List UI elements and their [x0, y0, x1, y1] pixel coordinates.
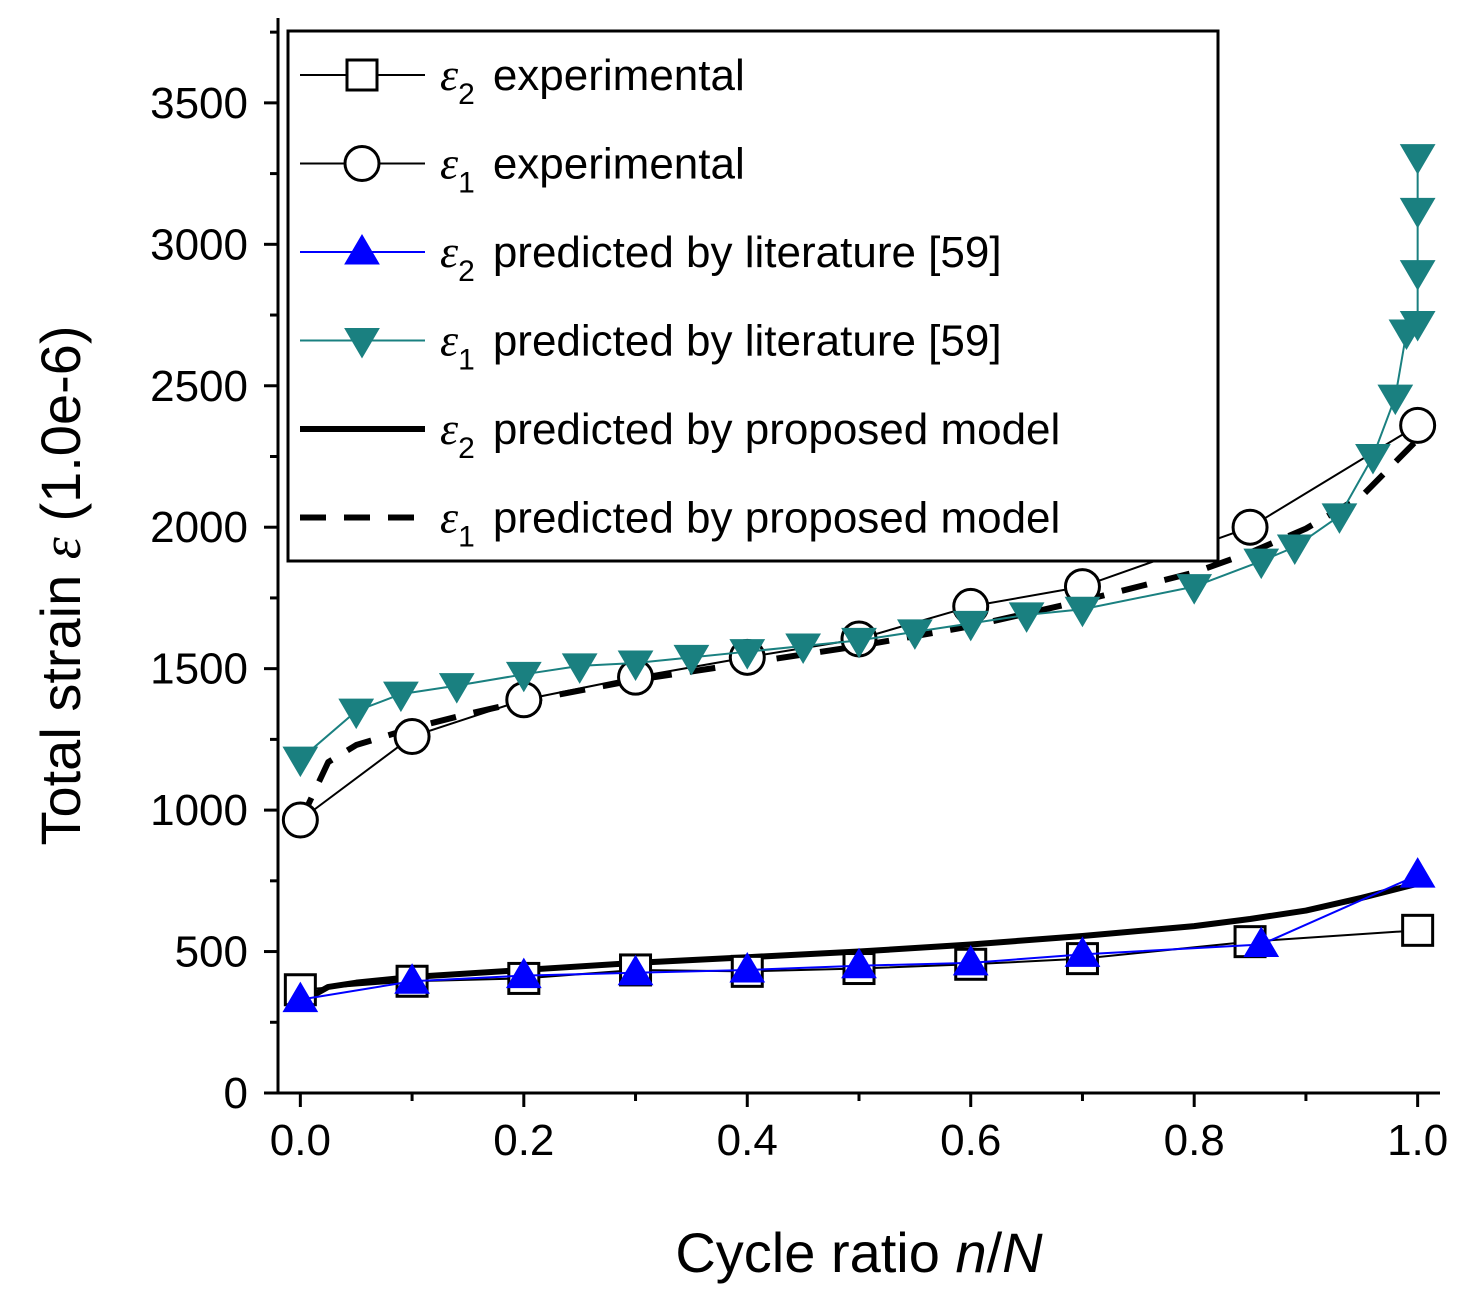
data-point — [1231, 508, 1269, 546]
data-point — [1008, 602, 1045, 633]
data-point — [1401, 913, 1435, 947]
y-tick-label: 2000 — [150, 503, 248, 552]
data-point — [841, 627, 877, 659]
data-point — [505, 957, 542, 989]
data-point — [785, 633, 822, 665]
data-point — [282, 981, 319, 1013]
y-tick-label: 3500 — [150, 79, 248, 128]
legend-label: ε2 predicted by literature [59] — [440, 226, 1002, 288]
data-point — [1243, 926, 1280, 957]
legend-entry: ε2 predicted by literature [59] — [300, 226, 1002, 288]
y-tick-label: 1500 — [150, 645, 248, 694]
data-point — [383, 681, 419, 713]
legend-label: ε1 experimental — [440, 138, 745, 200]
data-point — [393, 718, 431, 756]
data-point — [952, 944, 989, 976]
x-tick-label: 0.2 — [493, 1116, 554, 1165]
data-point — [1399, 406, 1437, 444]
data-point — [1355, 443, 1391, 475]
legend-entry: ε2 predicted by proposed model — [300, 403, 1060, 465]
legend-box — [286, 29, 1220, 563]
legend-label: ε1 predicted by proposed model — [440, 492, 1060, 554]
legend-marker — [344, 328, 380, 359]
legend-marker — [344, 234, 380, 265]
legend-entry: ε1 predicted by literature [59] — [300, 315, 1002, 377]
data-point — [438, 673, 475, 704]
data-point — [1399, 311, 1436, 342]
data-point — [1399, 857, 1436, 888]
data-point — [1399, 144, 1436, 175]
data-point — [282, 746, 319, 778]
data-point — [338, 698, 375, 730]
data-point — [1176, 574, 1213, 605]
legend-entry: ε2 experimental — [300, 49, 745, 111]
x-tick-label: 1.0 — [1387, 1116, 1448, 1165]
y-tick-label: 500 — [175, 928, 248, 977]
x-axis-title: Cycle ratio n/N — [675, 1221, 1043, 1284]
legend-marker — [343, 145, 381, 182]
data-point — [841, 947, 877, 979]
legend-label: ε2 predicted by proposed model — [440, 403, 1060, 465]
x-tick-label: 0.8 — [1164, 1116, 1225, 1165]
series-line — [300, 874, 1419, 1001]
data-point — [617, 954, 654, 986]
x-tick-label: 0.4 — [717, 1116, 778, 1165]
data-point — [729, 951, 766, 983]
data-point — [1377, 384, 1414, 416]
y-tick-label: 0 — [224, 1069, 248, 1118]
data-point — [561, 653, 598, 684]
data-point — [1399, 260, 1436, 291]
legend-label: ε2 experimental — [440, 49, 745, 111]
data-point — [1064, 596, 1101, 628]
data-point — [1276, 534, 1313, 566]
legend-label: ε1 predicted by literature [59] — [440, 315, 1002, 377]
legend-marker — [345, 58, 379, 92]
data-point — [729, 639, 766, 670]
series-3 — [282, 144, 1436, 778]
x-tick-label: 0.0 — [270, 1116, 331, 1165]
series-2 — [282, 857, 1436, 1013]
y-tick-label: 3000 — [150, 220, 248, 269]
data-point — [617, 650, 654, 681]
data-point — [1243, 548, 1280, 580]
data-point — [896, 619, 933, 650]
data-point — [281, 801, 319, 839]
data-point — [394, 963, 430, 994]
data-point — [952, 610, 989, 642]
data-point — [1321, 503, 1358, 534]
x-tick-label: 0.6 — [940, 1116, 1001, 1165]
y-axis-title: Total strain ε (1.0e-6) — [29, 325, 93, 845]
legend: ε2 experimental ε1 experimental ε2 predicted … — [286, 29, 1220, 563]
y-tick-label: 1000 — [150, 786, 248, 835]
legend-entry: ε1 experimental — [300, 138, 745, 200]
legend-entry: ε1 predicted by proposed model — [300, 492, 1060, 554]
data-point — [1399, 197, 1436, 229]
y-tick-label: 2500 — [150, 362, 248, 411]
data-point — [505, 661, 542, 693]
data-point — [673, 644, 710, 676]
data-point — [1064, 936, 1101, 967]
